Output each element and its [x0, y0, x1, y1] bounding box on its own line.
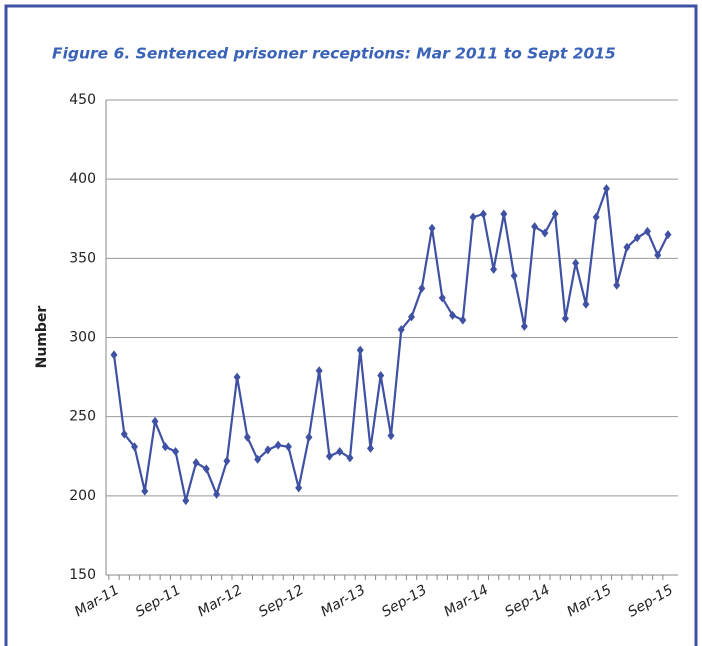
data-point: [110, 350, 118, 360]
data-point: [572, 258, 580, 268]
data-point: [325, 451, 333, 461]
data-point: [366, 443, 374, 453]
data-point: [120, 429, 128, 439]
data-point: [531, 222, 539, 232]
data-point: [305, 432, 313, 442]
data-point: [161, 442, 169, 452]
data-point: [233, 372, 241, 382]
data-point: [469, 212, 477, 222]
y-tick-label: 150: [69, 567, 96, 583]
data-point: [274, 440, 282, 450]
y-axis-label: Number: [34, 306, 50, 369]
data-point: [377, 371, 385, 380]
data-point: [223, 456, 231, 466]
data-point: [664, 230, 672, 240]
y-tick-label: 450: [69, 92, 96, 108]
frame: [4, 4, 698, 646]
data-point: [541, 228, 549, 238]
data-point: [582, 299, 590, 309]
data-point: [356, 345, 364, 355]
data-point: [449, 310, 457, 320]
data-point: [418, 283, 426, 293]
data-point: [438, 293, 446, 303]
data-point: [633, 233, 641, 243]
data-point: [592, 212, 600, 222]
x-tick-label: Sep-11: [133, 582, 184, 620]
data-point: [654, 250, 662, 260]
y-tick-label: 300: [69, 330, 96, 346]
y-tick-label: 400: [69, 171, 96, 187]
x-tick-label: Sep-14: [502, 582, 553, 620]
y-tick-label: 200: [69, 488, 96, 504]
data-point: [510, 271, 518, 281]
x-tick-label: Mar-12: [195, 582, 245, 620]
data-point: [479, 209, 487, 219]
y-tick-label: 250: [69, 409, 96, 425]
x-tick-label: Mar-11: [72, 582, 122, 620]
x-tick-label: Mar-14: [441, 582, 491, 620]
data-point: [151, 416, 159, 426]
data-point: [561, 314, 569, 323]
data-point: [387, 431, 395, 441]
data-point: [284, 442, 292, 452]
data-point: [131, 442, 139, 452]
data-point: [346, 453, 354, 463]
y-tick-label: 350: [69, 250, 96, 266]
data-point: [243, 432, 251, 442]
data-point: [613, 280, 621, 290]
data-point: [500, 209, 508, 219]
x-tick-label: Mar-15: [564, 582, 614, 620]
data-point: [336, 447, 344, 456]
data-point: [459, 315, 467, 325]
data-point: [408, 312, 416, 322]
data-point: [254, 454, 262, 464]
data-point: [172, 447, 180, 456]
data-point: [182, 496, 190, 506]
data-point: [490, 264, 498, 274]
data-point: [397, 325, 405, 335]
data-point: [602, 184, 610, 194]
x-tick-label: Mar-13: [318, 582, 368, 620]
x-tick-label: Sep-12: [256, 582, 307, 621]
chart-title: Figure 6. Sentenced prisoner receptions:…: [52, 45, 616, 63]
data-point: [264, 445, 272, 455]
data-point: [213, 489, 221, 499]
data-point: [141, 486, 149, 496]
data-point: [202, 464, 210, 474]
series-line: [112, 188, 669, 501]
x-tick-label: Sep-13: [379, 582, 430, 620]
data-point: [623, 242, 631, 252]
data-point: [520, 321, 528, 331]
data-point: [551, 209, 559, 219]
data-point: [315, 366, 323, 376]
x-tick-label: Sep-15: [625, 582, 676, 621]
data-point: [295, 483, 303, 493]
data-point: [192, 458, 200, 468]
data-point: [428, 223, 436, 233]
data-point: [643, 226, 651, 236]
